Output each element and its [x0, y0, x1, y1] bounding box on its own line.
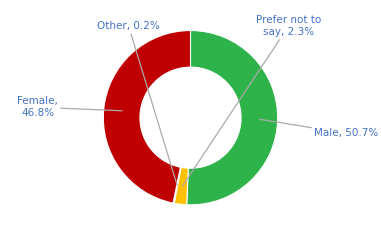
Text: Female,
46.8%: Female, 46.8%	[17, 96, 122, 118]
Wedge shape	[173, 167, 181, 203]
Wedge shape	[174, 167, 188, 205]
Text: Male, 50.7%: Male, 50.7%	[259, 119, 379, 138]
Wedge shape	[103, 30, 190, 203]
Text: Other, 0.2%: Other, 0.2%	[97, 21, 177, 185]
Wedge shape	[187, 30, 278, 205]
Text: Prefer not to
say, 2.3%: Prefer not to say, 2.3%	[182, 15, 321, 186]
